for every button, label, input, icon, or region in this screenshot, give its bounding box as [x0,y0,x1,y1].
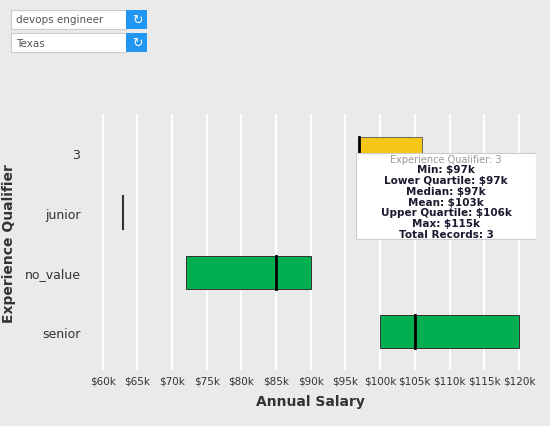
Text: Total Records: 3: Total Records: 3 [399,230,493,239]
Text: devops engineer: devops engineer [15,15,103,25]
Text: ↻: ↻ [131,37,142,50]
FancyBboxPatch shape [356,154,536,240]
Text: Lower Quartile: $97k: Lower Quartile: $97k [384,176,508,186]
Text: Min: $97k: Min: $97k [417,165,475,175]
Text: ↻: ↻ [131,14,142,27]
Bar [380,316,519,348]
Bar [359,137,422,170]
Text: Upper Quartile: $106k: Upper Quartile: $106k [381,208,512,218]
Text: Median: $97k: Median: $97k [406,187,486,196]
Y-axis label: Experience Qualifier: Experience Qualifier [2,164,16,322]
Text: Mean: $103k: Mean: $103k [408,197,484,207]
Text: Max: $115k: Max: $115k [412,219,480,229]
X-axis label: Annual Salary: Annual Salary [256,394,365,408]
Text: Experience Qualifier: 3: Experience Qualifier: 3 [390,155,502,165]
Text: Texas: Texas [15,39,45,49]
Bar [186,256,311,289]
